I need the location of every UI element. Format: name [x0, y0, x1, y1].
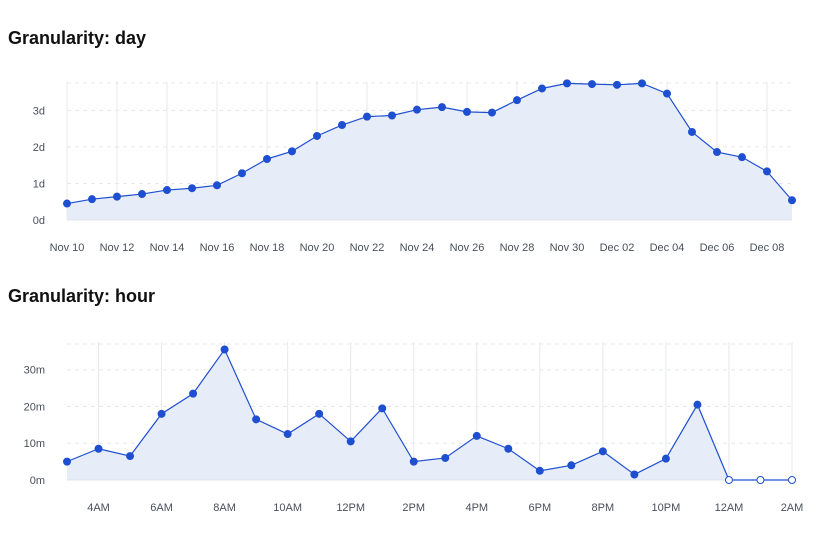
- y-tick-label: 30m: [24, 365, 45, 377]
- data-point[interactable]: [283, 430, 292, 439]
- data-point[interactable]: [438, 103, 446, 112]
- data-point[interactable]: [504, 444, 513, 453]
- y-tick-label: 0d: [33, 215, 45, 227]
- data-point[interactable]: [138, 190, 146, 199]
- data-point[interactable]: [220, 345, 229, 354]
- data-point[interactable]: [756, 476, 765, 484]
- data-point[interactable]: [598, 447, 607, 456]
- y-tick-label: 10m: [24, 438, 45, 450]
- series-area: [67, 83, 792, 221]
- data-point[interactable]: [535, 466, 544, 475]
- data-point[interactable]: [388, 111, 396, 120]
- x-tick-label: Nov 24: [400, 242, 435, 254]
- day-granularity-chart: 0d 1d 2d 3d Nov 10 Nov 12 Nov 14 Nov 16 Nov 18 No…: [33, 79, 796, 254]
- x-tick-label: 2PM: [402, 502, 425, 514]
- data-point[interactable]: [263, 154, 271, 163]
- data-point[interactable]: [409, 457, 418, 466]
- data-point[interactable]: [94, 444, 103, 453]
- x-tick-label: 6AM: [150, 502, 173, 514]
- data-point[interactable]: [763, 167, 771, 176]
- x-tick-label: 12AM: [715, 502, 744, 514]
- data-point[interactable]: [588, 80, 596, 89]
- data-point[interactable]: [441, 453, 450, 462]
- data-point[interactable]: [288, 147, 296, 156]
- y-tick-label: 0m: [30, 475, 45, 487]
- x-tick-label: Nov 20: [300, 242, 335, 254]
- data-point[interactable]: [613, 80, 621, 89]
- x-tick-label: 10AM: [273, 502, 302, 514]
- data-point[interactable]: [688, 127, 696, 136]
- x-tick-label: Dec 04: [650, 242, 685, 254]
- data-point[interactable]: [413, 105, 421, 114]
- data-point[interactable]: [638, 79, 646, 88]
- y-tick-label: 2d: [33, 142, 45, 154]
- x-tick-label: Nov 12: [100, 242, 135, 254]
- data-point[interactable]: [713, 148, 721, 157]
- data-point[interactable]: [346, 437, 355, 446]
- data-point[interactable]: [472, 431, 481, 440]
- chart-title-hour: Granularity: hour: [8, 286, 156, 306]
- data-point[interactable]: [157, 409, 166, 418]
- series-area: [67, 349, 792, 480]
- x-tick-label: Dec 08: [750, 242, 785, 254]
- data-point[interactable]: [363, 112, 371, 121]
- data-point[interactable]: [313, 131, 321, 140]
- x-tick-label: Nov 10: [50, 242, 85, 254]
- x-tick-label: 8AM: [213, 502, 236, 514]
- data-point[interactable]: [630, 470, 639, 479]
- chart-title-day: Granularity: day: [8, 28, 147, 48]
- hour-granularity-chart: 0m 10m 20m 30m 4AM 6AM 8AM 10AM 12PM 2PM 4PM 6PM 8PM…: [24, 342, 804, 514]
- data-point[interactable]: [663, 89, 671, 98]
- x-tick-label: 12PM: [336, 502, 365, 514]
- x-tick-label: Nov 16: [200, 242, 235, 254]
- data-point[interactable]: [378, 404, 387, 413]
- x-tick-label: 4PM: [465, 502, 488, 514]
- data-point[interactable]: [693, 400, 702, 409]
- y-tick-label: 20m: [24, 401, 45, 413]
- data-point[interactable]: [315, 409, 324, 418]
- x-tick-label: 2AM: [781, 502, 804, 514]
- x-tick-label: Nov 30: [550, 242, 585, 254]
- data-point[interactable]: [463, 107, 471, 116]
- data-point[interactable]: [88, 195, 96, 204]
- x-tick-label: 6PM: [529, 502, 552, 514]
- series-line: [66, 348, 792, 481]
- x-tick-label: Nov 22: [350, 242, 385, 254]
- data-point[interactable]: [163, 186, 171, 195]
- x-tick-label: Nov 14: [150, 242, 185, 254]
- data-point[interactable]: [724, 476, 733, 484]
- data-point[interactable]: [788, 196, 796, 205]
- x-tick-label: Nov 26: [450, 242, 485, 254]
- data-point[interactable]: [238, 169, 246, 178]
- y-tick-label: 1d: [33, 178, 45, 190]
- x-tick-label: Nov 28: [500, 242, 535, 254]
- x-tick-label: 8PM: [592, 502, 615, 514]
- data-point[interactable]: [213, 181, 221, 190]
- data-point[interactable]: [661, 454, 670, 463]
- y-tick-label: 3d: [33, 105, 45, 117]
- data-point[interactable]: [513, 96, 521, 105]
- data-point[interactable]: [538, 84, 546, 93]
- data-point[interactable]: [126, 452, 135, 461]
- x-tick-label: Dec 06: [700, 242, 735, 254]
- data-point[interactable]: [788, 476, 796, 484]
- data-point[interactable]: [488, 108, 496, 117]
- data-point[interactable]: [252, 415, 261, 424]
- data-point[interactable]: [63, 199, 71, 208]
- data-point[interactable]: [189, 389, 198, 398]
- data-point[interactable]: [188, 184, 196, 193]
- data-point[interactable]: [63, 457, 71, 466]
- series-line: [66, 82, 793, 205]
- x-tick-label: 4AM: [87, 502, 110, 514]
- data-point[interactable]: [738, 153, 746, 162]
- data-point[interactable]: [563, 79, 571, 88]
- data-point[interactable]: [338, 121, 346, 130]
- x-tick-label: Nov 18: [250, 242, 285, 254]
- data-point[interactable]: [113, 192, 121, 201]
- x-tick-label: 10PM: [652, 502, 681, 514]
- x-tick-label: Dec 02: [600, 242, 635, 254]
- data-point[interactable]: [567, 461, 576, 470]
